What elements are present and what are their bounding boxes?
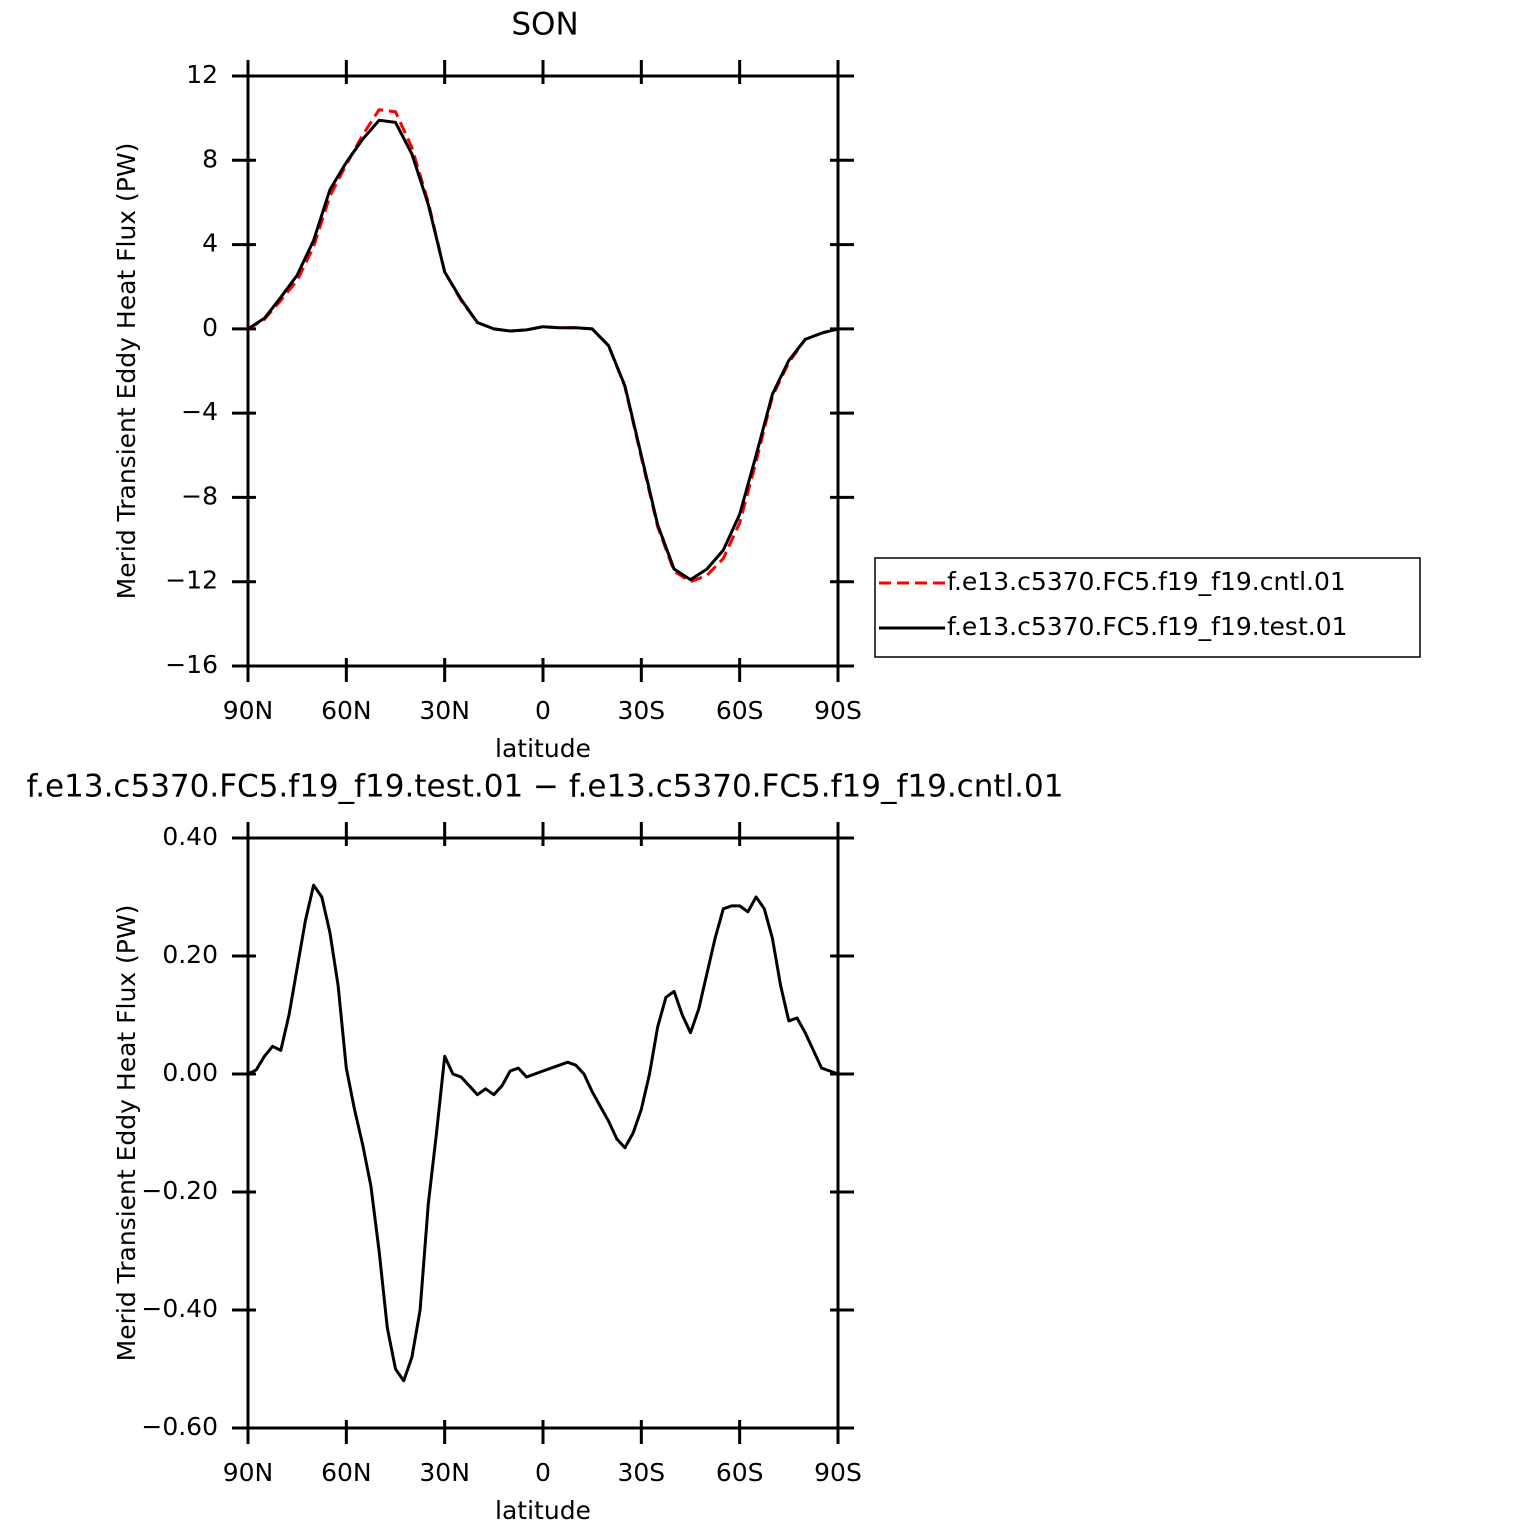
- y-tick-label: −16: [165, 650, 218, 679]
- x-tick-label: 60S: [716, 1458, 764, 1487]
- y-tick-label: 12: [186, 60, 218, 89]
- y-tick-label: 8: [202, 144, 218, 173]
- x-tick-label: 30N: [419, 1458, 470, 1487]
- chart-title: f.e13.c5370.FC5.f19_f19.test.01 − f.e13.…: [27, 769, 1064, 805]
- y-tick-label: −8: [181, 481, 218, 510]
- legend-label: f.e13.c5370.FC5.f19_f19.test.01: [947, 612, 1348, 641]
- x-axis-label: latitude: [495, 734, 591, 763]
- y-tick-label: 0.40: [162, 822, 218, 851]
- legend-box: [874, 557, 1421, 658]
- y-tick-label: −4: [181, 397, 218, 426]
- x-tick-label: 30S: [617, 1458, 665, 1487]
- x-axis-label: latitude: [495, 1496, 591, 1525]
- y-tick-label: 4: [202, 229, 218, 258]
- series-line: [247, 108, 839, 584]
- y-tick-label: 0.20: [162, 940, 218, 969]
- x-tick-label: 90N: [223, 696, 274, 725]
- y-axis-label: Merid Transient Eddy Heat Flux (PW): [112, 905, 141, 1362]
- plot-frame: [246, 74, 840, 668]
- x-tick-label: 90N: [223, 1458, 274, 1487]
- x-tick-label: 30S: [617, 696, 665, 725]
- series-line: [247, 118, 839, 582]
- y-tick-label: −0.20: [141, 1176, 218, 1205]
- plot-frame: [246, 836, 840, 1430]
- x-tick-label: 90S: [814, 1458, 862, 1487]
- x-tick-label: 0: [535, 1458, 551, 1487]
- y-tick-label: 0.00: [162, 1058, 218, 1087]
- x-tick-label: 60N: [321, 696, 372, 725]
- chart-title: SON: [511, 7, 578, 43]
- x-tick-label: 60N: [321, 1458, 372, 1487]
- y-tick-label: 0: [202, 313, 218, 342]
- legend-label: f.e13.c5370.FC5.f19_f19.cntl.01: [947, 567, 1346, 596]
- x-tick-label: 90S: [814, 696, 862, 725]
- y-tick-label: −12: [165, 566, 218, 595]
- data-line: [247, 883, 839, 1383]
- x-tick-label: 0: [535, 696, 551, 725]
- x-tick-label: 30N: [419, 696, 470, 725]
- x-tick-label: 60S: [716, 696, 764, 725]
- y-tick-label: −0.40: [141, 1294, 218, 1323]
- y-axis-label: Merid Transient Eddy Heat Flux (PW): [112, 143, 141, 600]
- y-tick-label: −0.60: [141, 1412, 218, 1441]
